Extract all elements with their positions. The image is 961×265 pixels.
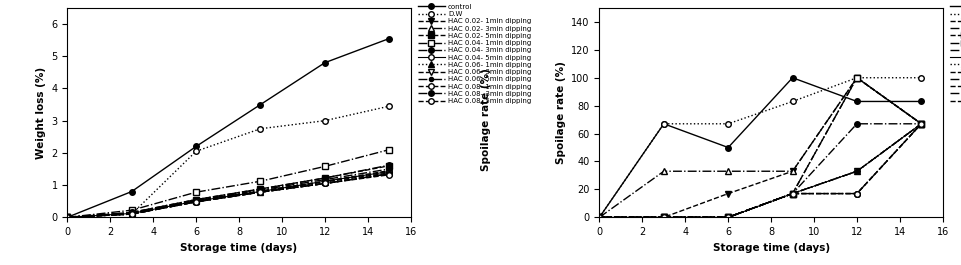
X-axis label: Storage time (days): Storage time (days) <box>181 242 297 253</box>
Y-axis label: Weight loss (%): Weight loss (%) <box>36 67 46 159</box>
Text: Spoilage rate (%): Spoilage rate (%) <box>480 68 490 171</box>
Y-axis label: Spoilage rate (%): Spoilage rate (%) <box>555 61 565 164</box>
Legend: control, D.W, HAC 0.02- 1min dipping, HAC 0.02- 3min dipping, HAC 0.02- 5min dip: control, D.W, HAC 0.02- 1min dipping, HA… <box>949 4 961 104</box>
X-axis label: Storage time (days): Storage time (days) <box>712 242 828 253</box>
Legend: control, D.W, HAC 0.02- 1min dipping, HAC 0.02- 3min dipping, HAC 0.02- 5min dip: control, D.W, HAC 0.02- 1min dipping, HA… <box>417 4 530 104</box>
